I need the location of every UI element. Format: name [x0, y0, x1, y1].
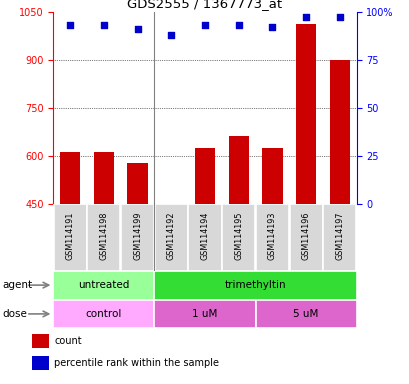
Point [168, 31, 174, 38]
Point [201, 22, 208, 28]
Text: agent: agent [2, 280, 32, 290]
Text: count: count [54, 336, 82, 346]
Bar [329, 60, 349, 204]
Bar [188, 204, 221, 271]
Bar [228, 136, 248, 204]
Point [100, 22, 107, 28]
Text: GSM114194: GSM114194 [200, 212, 209, 260]
Text: untreated: untreated [78, 280, 129, 290]
Text: GSM114195: GSM114195 [234, 212, 243, 260]
Text: GSM114191: GSM114191 [65, 212, 74, 260]
Bar [154, 204, 187, 271]
Text: GSM114196: GSM114196 [301, 212, 310, 260]
Text: GSM114192: GSM114192 [166, 212, 175, 260]
Bar [255, 204, 288, 271]
Bar [60, 152, 80, 204]
Bar [127, 162, 147, 204]
Bar [32, 356, 49, 370]
Point [336, 14, 342, 20]
Title: GDS2555 / 1367773_at: GDS2555 / 1367773_at [127, 0, 282, 10]
Point [134, 26, 141, 32]
Text: trimethyltin: trimethyltin [224, 280, 285, 290]
Bar [255, 300, 356, 328]
Bar [53, 271, 154, 300]
Point [67, 22, 73, 28]
Text: 1 uM: 1 uM [192, 309, 217, 319]
Bar [121, 204, 154, 271]
Text: dose: dose [2, 309, 27, 319]
Bar [54, 204, 86, 271]
Point [235, 22, 241, 28]
Text: control: control [85, 309, 122, 319]
Bar [194, 149, 215, 204]
Text: GSM114193: GSM114193 [267, 212, 276, 260]
Bar [222, 204, 255, 271]
Text: percentile rank within the sample: percentile rank within the sample [54, 358, 219, 368]
Bar [154, 271, 356, 300]
Bar [323, 204, 355, 271]
Bar [154, 300, 255, 328]
Text: GSM114197: GSM114197 [335, 212, 344, 260]
Text: GSM114198: GSM114198 [99, 212, 108, 260]
Text: GSM114199: GSM114199 [133, 212, 142, 260]
Bar [289, 204, 322, 271]
Bar [87, 204, 120, 271]
Text: 5 uM: 5 uM [293, 309, 318, 319]
Bar [53, 300, 154, 328]
Bar [94, 152, 114, 204]
Point [302, 14, 309, 20]
Point [268, 24, 275, 30]
Bar [262, 149, 282, 204]
Bar [295, 24, 315, 204]
Bar [32, 334, 49, 348]
